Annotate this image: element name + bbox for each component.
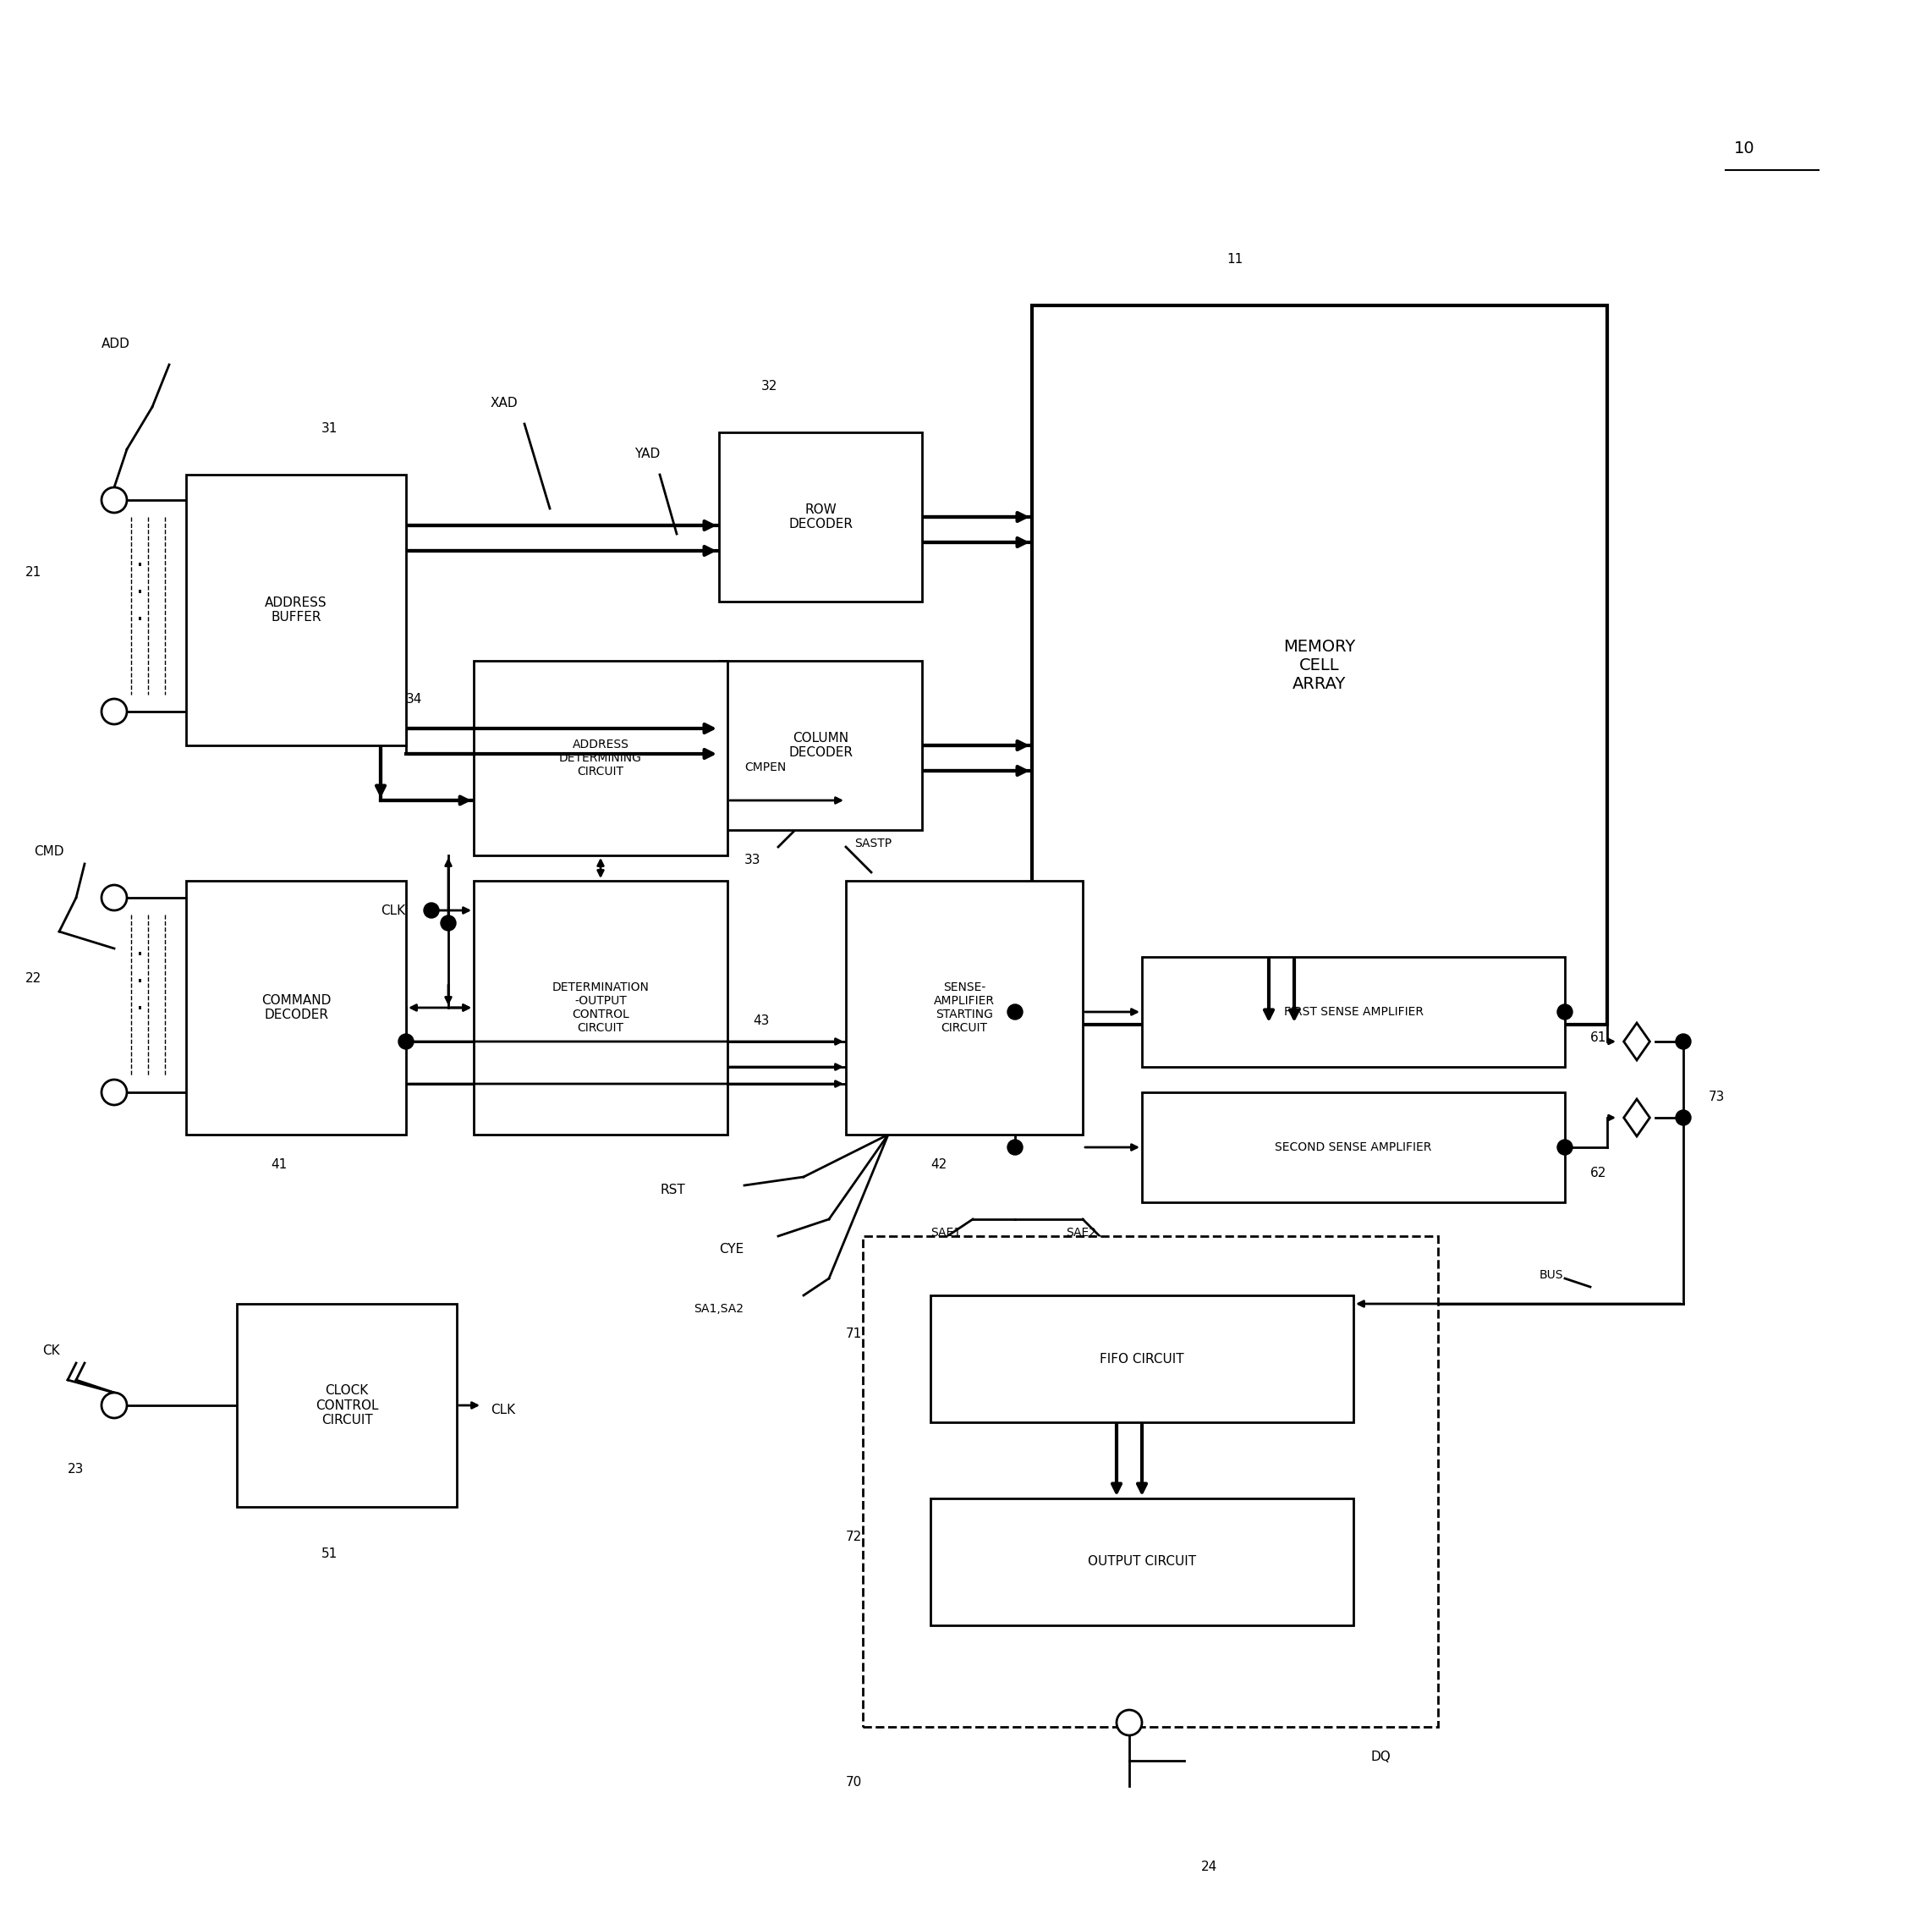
Text: ·
·
·: · · · [135, 555, 143, 633]
Text: FIFO CIRCUIT: FIFO CIRCUIT [1099, 1352, 1184, 1366]
Circle shape [1675, 1110, 1690, 1125]
Text: 10: 10 [1735, 140, 1754, 157]
Circle shape [423, 903, 439, 918]
Bar [238, 1305, 456, 1507]
Bar [473, 880, 728, 1134]
Text: 72: 72 [846, 1530, 862, 1544]
Text: ROW
DECODER: ROW DECODER [788, 503, 852, 530]
Text: CYE: CYE [719, 1243, 744, 1255]
Bar [1142, 1092, 1565, 1201]
Text: DQ: DQ [1370, 1750, 1391, 1764]
Text: OUTPUT CIRCUIT: OUTPUT CIRCUIT [1088, 1555, 1196, 1569]
Circle shape [102, 1393, 128, 1418]
Bar [931, 1498, 1354, 1626]
Circle shape [1007, 1004, 1022, 1020]
Circle shape [102, 886, 128, 911]
Text: XAD: XAD [491, 396, 518, 409]
Text: CMD: CMD [35, 846, 64, 857]
Bar [1142, 956, 1565, 1067]
Text: COLUMN
DECODER: COLUMN DECODER [788, 731, 852, 759]
Text: 23: 23 [68, 1463, 85, 1475]
Text: ADDRESS
DETERMINING
CIRCUIT: ADDRESS DETERMINING CIRCUIT [558, 738, 641, 779]
Text: 33: 33 [744, 853, 761, 867]
Bar [1032, 306, 1607, 1025]
Text: 24: 24 [1202, 1861, 1217, 1873]
Text: ADDRESS
BUFFER: ADDRESS BUFFER [265, 597, 327, 624]
Text: 42: 42 [931, 1157, 947, 1171]
Text: CK: CK [43, 1345, 60, 1356]
Bar [185, 880, 406, 1134]
Text: SA1,SA2: SA1,SA2 [694, 1303, 744, 1314]
Text: SASTP: SASTP [854, 838, 893, 849]
Circle shape [398, 1033, 413, 1048]
Circle shape [102, 698, 128, 725]
Bar [846, 880, 1082, 1134]
Polygon shape [1623, 1023, 1650, 1060]
Bar [719, 660, 922, 830]
Text: 43: 43 [753, 1014, 769, 1027]
Text: 11: 11 [1227, 253, 1242, 266]
Text: SENSE-
AMPLIFIER
STARTING
CIRCUIT: SENSE- AMPLIFIER STARTING CIRCUIT [933, 981, 995, 1035]
Text: ADD: ADD [102, 337, 129, 350]
Bar [473, 660, 728, 855]
Text: 21: 21 [25, 566, 43, 580]
Text: 73: 73 [1708, 1090, 1725, 1104]
Text: MEMORY
CELL
ARRAY: MEMORY CELL ARRAY [1283, 639, 1356, 693]
Text: COMMAND
DECODER: COMMAND DECODER [261, 995, 330, 1022]
Text: 61: 61 [1590, 1031, 1607, 1044]
Text: FIRST SENSE AMPLIFIER: FIRST SENSE AMPLIFIER [1283, 1006, 1424, 1018]
Bar [719, 432, 922, 601]
Text: DETERMINATION
-OUTPUT
CONTROL
CIRCUIT: DETERMINATION -OUTPUT CONTROL CIRCUIT [553, 981, 649, 1035]
Circle shape [1117, 1710, 1142, 1735]
Bar [931, 1295, 1354, 1421]
Text: 70: 70 [846, 1775, 862, 1789]
Circle shape [1675, 1033, 1690, 1048]
Bar [864, 1236, 1437, 1727]
Text: SAE2: SAE2 [1066, 1226, 1095, 1240]
Bar [185, 474, 406, 746]
Text: 31: 31 [321, 423, 338, 434]
Text: SAE1: SAE1 [931, 1226, 960, 1240]
Circle shape [1007, 1140, 1022, 1155]
Text: SECOND SENSE AMPLIFIER: SECOND SENSE AMPLIFIER [1275, 1142, 1432, 1154]
Text: 32: 32 [761, 381, 779, 392]
Text: CMPEN: CMPEN [744, 761, 786, 773]
Text: CLOCK
CONTROL
CIRCUIT: CLOCK CONTROL CIRCUIT [315, 1385, 379, 1427]
Text: CLK: CLK [381, 905, 406, 916]
Text: ·
·
·: · · · [135, 943, 143, 1022]
Text: 34: 34 [406, 693, 423, 706]
Text: 62: 62 [1590, 1167, 1607, 1180]
Circle shape [102, 488, 128, 513]
Text: 71: 71 [846, 1328, 862, 1341]
Text: RST: RST [661, 1184, 686, 1196]
Text: CLK: CLK [491, 1404, 516, 1416]
Text: 51: 51 [321, 1548, 338, 1561]
Text: 41: 41 [270, 1157, 288, 1171]
Circle shape [1557, 1140, 1573, 1155]
Circle shape [1557, 1004, 1573, 1020]
Circle shape [440, 916, 456, 932]
Text: 22: 22 [25, 972, 43, 985]
Text: YAD: YAD [634, 448, 661, 461]
Polygon shape [1623, 1100, 1650, 1136]
Text: BUS: BUS [1540, 1268, 1563, 1282]
Circle shape [102, 1079, 128, 1106]
